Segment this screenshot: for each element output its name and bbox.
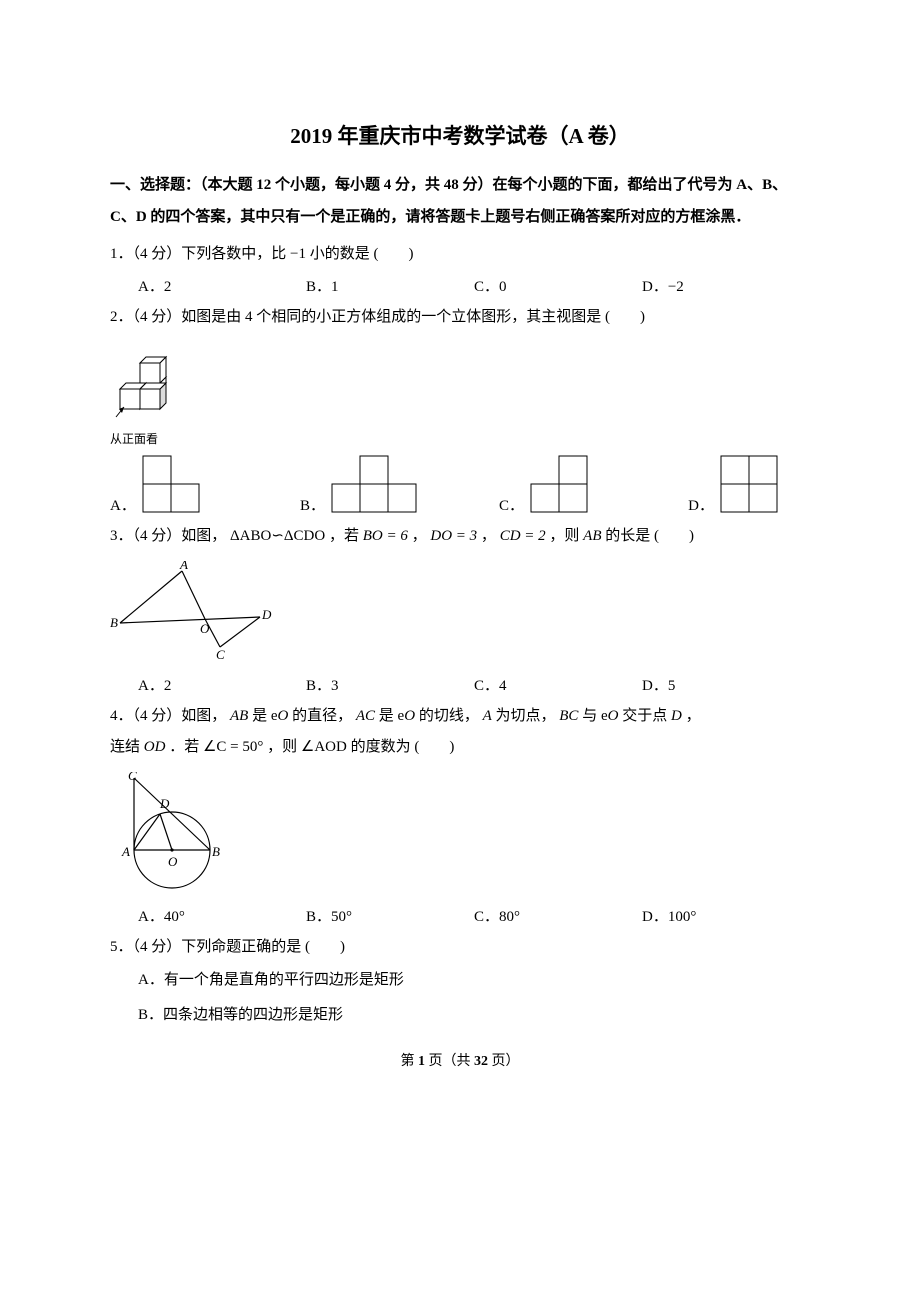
q4-t5: ， [686, 708, 701, 724]
q3-tail: 的长是 ( ) [605, 528, 694, 544]
q5-text: 5．（4 分）下列命题正确的是 ( ) [110, 932, 810, 964]
q3-m2: ， [412, 528, 427, 544]
q4-l2a: 连结 [110, 739, 144, 755]
exam-title: 2019 年重庆市中考数学试卷（A 卷） [110, 120, 810, 150]
q4-t2: 是 e [379, 708, 404, 724]
svg-text:A: A [121, 844, 130, 859]
q2-option-figs: A． B． C． [110, 455, 810, 515]
svg-text:O: O [200, 621, 210, 636]
q3-do: DO = 3 [430, 528, 477, 544]
q2-front-label: 从正面看 [110, 430, 810, 447]
q4-ang1: ∠C = 50° [203, 739, 263, 755]
q3-opt-b: B．3 [306, 674, 474, 695]
q2-lbl-c: C． [499, 494, 524, 515]
q4-p2b: O [404, 708, 415, 724]
q3-bo: BO = 6 [363, 528, 408, 544]
q2-lbl-d: D． [688, 494, 714, 515]
q3-ab: AB [583, 528, 601, 544]
q3-pre: 3．（4 分）如图， [110, 528, 226, 544]
q4-pre: 4．（4 分）如图， [110, 708, 226, 724]
svg-text:C: C [216, 647, 225, 661]
svg-text:D: D [261, 607, 272, 622]
q2-fig-b [331, 455, 431, 515]
q4-p6: OD [144, 739, 166, 755]
q4-p5: D [671, 708, 682, 724]
svg-text:O: O [168, 854, 178, 869]
q3-opt-c: C．4 [474, 674, 642, 695]
q3-opt-a: A．2 [138, 674, 306, 695]
q4-ang2: ∠AOD [301, 739, 347, 755]
footer-mid: 页（共 [425, 1054, 474, 1069]
q1-text: 1．（4 分）下列各数中，比 −1 小的数是 ( ) [110, 239, 810, 271]
page: 2019 年重庆市中考数学试卷（A 卷） 一、选择题：（本大题 12 个小题，每… [0, 0, 920, 1302]
page-footer: 第 1 页（共 32 页） [110, 1050, 810, 1070]
q4-t6: ．若 [169, 739, 203, 755]
q2-text: 2．（4 分）如图是由 4 个相同的小正方体组成的一个立体图形，其主视图是 ( … [110, 302, 810, 334]
q4-opt-b: B．50° [306, 905, 474, 926]
q1-options: A．2 B．1 C．0 D．−2 [138, 275, 810, 296]
q4-figure: C D A O B [110, 772, 810, 897]
q2-fig-a [142, 455, 232, 515]
q4-opt-d: D．100° [642, 905, 810, 926]
q3-m4: ，则 [549, 528, 583, 544]
svg-text:D: D [159, 796, 170, 811]
q3-m1: ，若 [329, 528, 363, 544]
section-heading: 一、选择题：（本大题 12 个小题，每小题 4 分，共 48 分）在每个小题的下… [110, 170, 810, 233]
q4-t1: 是 e [252, 708, 277, 724]
q5-statements: A．有一个角是直角的平行四边形是矩形 B．四条边相等的四边形是矩形 [138, 963, 810, 1032]
q3-opt-d: D．5 [642, 674, 810, 695]
q1-opt-c: C．0 [474, 275, 642, 296]
q4-text: 4．（4 分）如图， AB 是 eO 的直径， AC 是 eO 的切线， A 为… [110, 701, 810, 733]
q4-opt-c: C．80° [474, 905, 642, 926]
footer-suf: 页） [488, 1054, 520, 1069]
q2-lbl-a: A． [110, 494, 136, 515]
q4-t2b: 的切线， [419, 708, 479, 724]
q4-p1: AB [230, 708, 248, 724]
q3-options: A．2 B．3 C．4 D．5 [138, 674, 810, 695]
q2-lbl-b: B． [300, 494, 325, 515]
q4-t4: 与 e [582, 708, 607, 724]
q4-t4b: 交于点 [622, 708, 671, 724]
q4-p2: AC [356, 708, 375, 724]
q4-t8: 的度数为 ( ) [351, 739, 455, 755]
svg-text:C: C [128, 772, 137, 783]
footer-total: 32 [474, 1054, 488, 1069]
q4-p1b: O [278, 708, 289, 724]
q5-opt-a: A．有一个角是直角的平行四边形是矩形 [138, 963, 810, 998]
q3-cd: CD = 2 [500, 528, 546, 544]
q4-options: A．40° B．50° C．80° D．100° [138, 905, 810, 926]
q2-fig-c [530, 455, 620, 515]
q3-sim: ΔABO∽ΔCDO [230, 528, 325, 544]
q4-p4: BC [559, 708, 578, 724]
q4-t7: ，则 [267, 739, 301, 755]
footer-pre: 第 [401, 1054, 419, 1069]
q2-fig-d [720, 455, 810, 515]
q3-figure: A B O D C [110, 561, 810, 666]
q4-p3: A [483, 708, 492, 724]
svg-text:A: A [179, 561, 188, 572]
q4-t1b: 的直径， [292, 708, 352, 724]
q4-p4b: O [608, 708, 619, 724]
q4-t3: 为切点， [496, 708, 556, 724]
q1-opt-b: B．1 [306, 275, 474, 296]
svg-text:B: B [110, 615, 118, 630]
q4-opt-a: A．40° [138, 905, 306, 926]
footer-page: 1 [418, 1054, 425, 1069]
q4-text-2: 连结 OD ．若 ∠C = 50° ，则 ∠AOD 的度数为 ( ) [110, 732, 810, 764]
svg-text:B: B [212, 844, 220, 859]
q2-3d-figure: 从正面看 [110, 339, 810, 447]
q3-text: 3．（4 分）如图， ΔABO∽ΔCDO ，若 BO = 6 ， DO = 3 … [110, 521, 810, 553]
q1-opt-d: D．−2 [642, 275, 810, 296]
q5-opt-b: B．四条边相等的四边形是矩形 [138, 998, 810, 1033]
q1-opt-a: A．2 [138, 275, 306, 296]
q3-m3: ， [481, 528, 496, 544]
